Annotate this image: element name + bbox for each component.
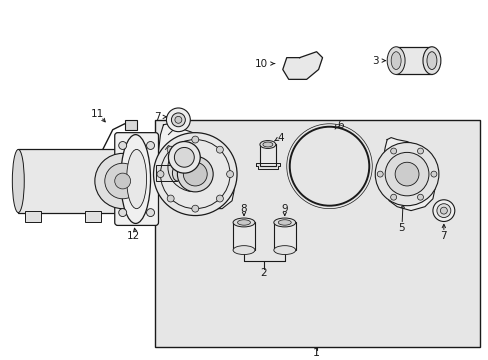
- Text: 2: 2: [260, 268, 266, 278]
- Ellipse shape: [390, 52, 400, 69]
- Circle shape: [417, 148, 423, 154]
- Ellipse shape: [172, 165, 182, 181]
- Circle shape: [174, 148, 194, 167]
- Circle shape: [417, 194, 423, 200]
- Circle shape: [167, 195, 174, 202]
- Circle shape: [104, 163, 141, 199]
- Text: 7: 7: [154, 112, 160, 122]
- Ellipse shape: [422, 47, 440, 75]
- Circle shape: [167, 146, 174, 153]
- Bar: [25, 211, 41, 222]
- Circle shape: [177, 156, 213, 192]
- Circle shape: [157, 171, 163, 177]
- Circle shape: [168, 141, 200, 173]
- Circle shape: [183, 162, 207, 186]
- Circle shape: [226, 171, 233, 177]
- Ellipse shape: [12, 149, 24, 213]
- Circle shape: [374, 143, 438, 206]
- Circle shape: [216, 195, 223, 202]
- Ellipse shape: [273, 218, 295, 227]
- Ellipse shape: [121, 135, 150, 224]
- Circle shape: [436, 204, 450, 217]
- Circle shape: [191, 205, 198, 212]
- Circle shape: [440, 207, 447, 214]
- Ellipse shape: [233, 218, 254, 227]
- Text: 10: 10: [254, 59, 267, 68]
- Text: 3: 3: [372, 55, 379, 66]
- Ellipse shape: [278, 220, 291, 225]
- Polygon shape: [383, 138, 434, 211]
- Ellipse shape: [386, 47, 404, 75]
- Ellipse shape: [126, 149, 146, 209]
- Ellipse shape: [263, 142, 272, 147]
- Circle shape: [390, 148, 396, 154]
- Ellipse shape: [426, 52, 436, 69]
- Circle shape: [146, 209, 154, 217]
- Text: 8: 8: [240, 204, 247, 213]
- Text: 11: 11: [91, 109, 104, 119]
- Bar: [273, 222, 295, 250]
- Circle shape: [146, 141, 154, 149]
- Bar: [18, 149, 127, 213]
- Ellipse shape: [260, 140, 275, 148]
- Bar: [155, 165, 177, 181]
- Text: 12: 12: [127, 231, 140, 241]
- Circle shape: [153, 132, 237, 216]
- Text: 4: 4: [277, 132, 284, 143]
- Circle shape: [171, 113, 185, 127]
- FancyBboxPatch shape: [115, 132, 158, 225]
- Circle shape: [432, 200, 454, 221]
- Text: 7: 7: [440, 231, 446, 241]
- Bar: [124, 120, 136, 130]
- Text: 6: 6: [337, 120, 344, 130]
- Circle shape: [394, 162, 418, 186]
- Bar: [395, 47, 431, 75]
- Circle shape: [216, 146, 223, 153]
- Circle shape: [115, 173, 130, 189]
- Bar: [233, 222, 254, 250]
- Bar: [260, 144, 275, 166]
- Circle shape: [191, 136, 198, 143]
- Circle shape: [376, 171, 383, 177]
- Circle shape: [119, 209, 126, 217]
- Text: 5: 5: [397, 224, 404, 233]
- Ellipse shape: [237, 220, 250, 225]
- Circle shape: [385, 152, 428, 196]
- Polygon shape: [158, 124, 234, 209]
- Circle shape: [390, 194, 396, 200]
- Bar: [154, 120, 479, 347]
- Text: 1: 1: [312, 348, 320, 358]
- Polygon shape: [255, 163, 279, 169]
- Circle shape: [119, 141, 126, 149]
- Circle shape: [430, 171, 436, 177]
- Ellipse shape: [233, 246, 254, 255]
- Circle shape: [175, 116, 182, 123]
- Text: 9: 9: [281, 204, 287, 213]
- Circle shape: [95, 153, 150, 209]
- Circle shape: [166, 108, 190, 132]
- Ellipse shape: [273, 246, 295, 255]
- Bar: [85, 211, 101, 222]
- Polygon shape: [282, 52, 322, 79]
